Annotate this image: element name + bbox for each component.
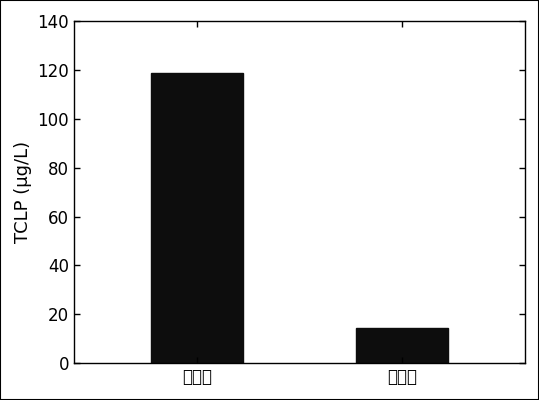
Bar xyxy=(356,328,448,363)
Y-axis label: TCLP (μg/L): TCLP (μg/L) xyxy=(14,141,32,243)
Bar xyxy=(151,74,243,363)
